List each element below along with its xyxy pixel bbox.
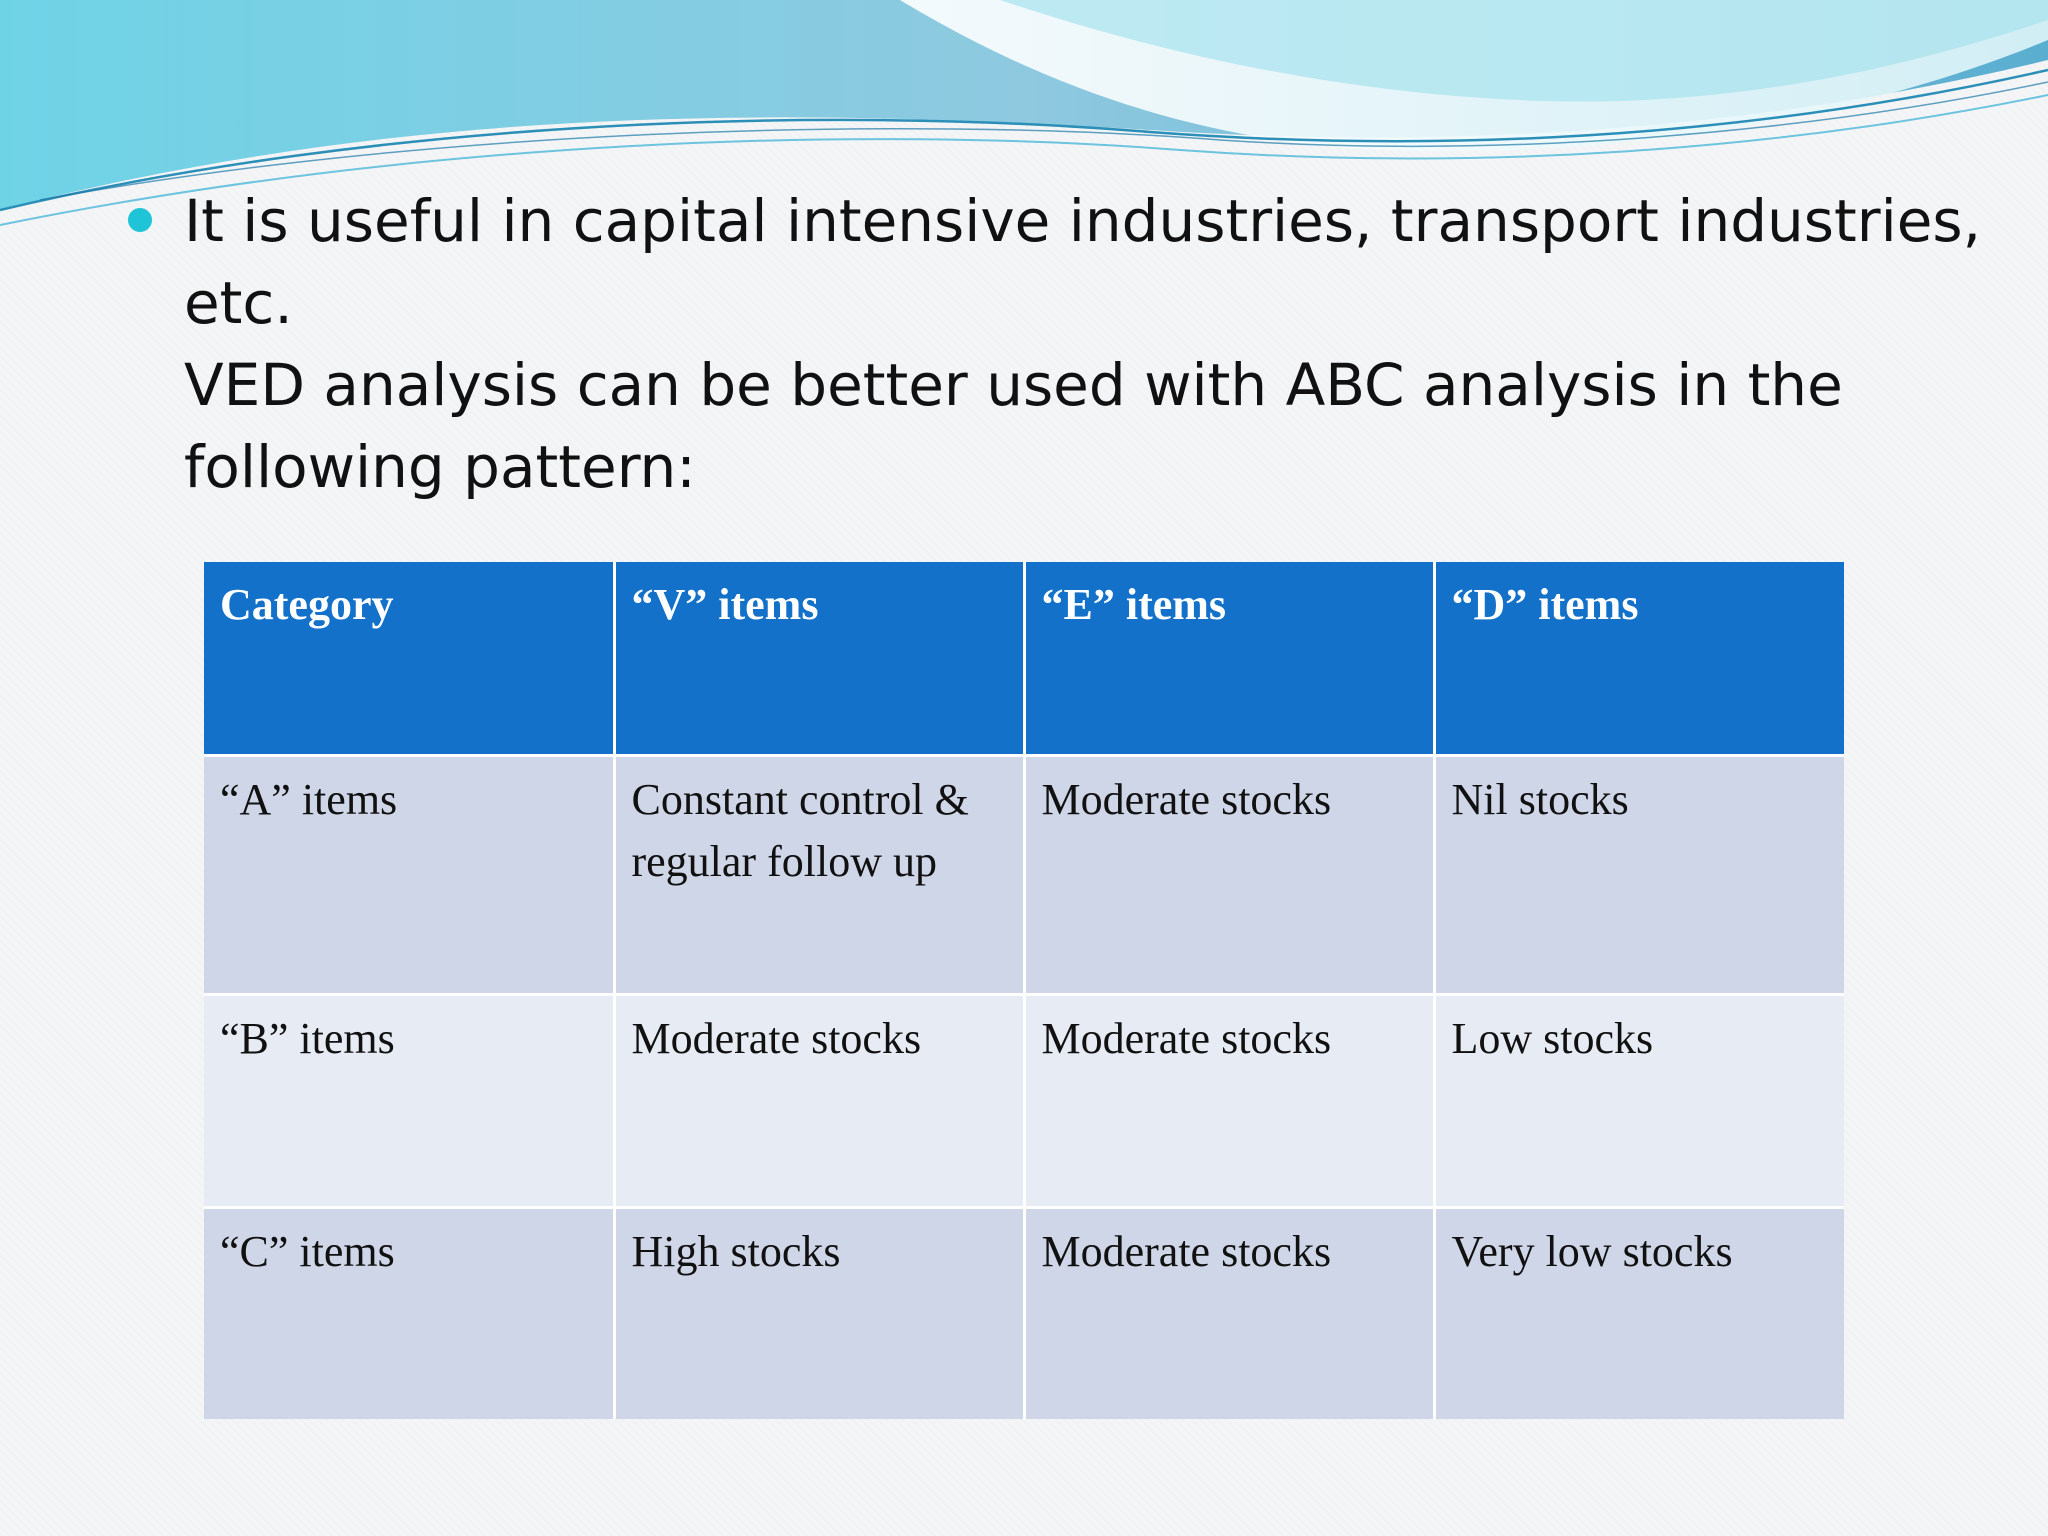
bullet-text-block: It is useful in capital intensive indust…: [184, 180, 1982, 508]
cell-e: Moderate stocks: [1022, 1206, 1436, 1419]
bullet-line-4: following pattern:: [184, 433, 696, 501]
cell-v: Moderate stocks: [612, 993, 1026, 1209]
cell-d: Nil stocks: [1432, 754, 1844, 996]
table-header-row: Category “V” items “E” items “D” items: [204, 562, 1844, 757]
table-row: “A” items Constant control & regular fol…: [204, 754, 1844, 996]
bullet-line-1: It is useful in capital intensive indust…: [184, 187, 1982, 255]
table-row: “B” items Moderate stocks Moderate stock…: [204, 993, 1844, 1209]
header-category: Category: [204, 562, 616, 757]
header-wave-decoration: [0, 0, 2048, 226]
ved-abc-table: Category “V” items “E” items “D” items “…: [204, 562, 1844, 1419]
ved-abc-table-container: Category “V” items “E” items “D” items “…: [204, 562, 1844, 1419]
cell-v: Constant control & regular follow up: [612, 754, 1026, 996]
header-e-items: “E” items: [1022, 562, 1436, 757]
cell-e: Moderate stocks: [1022, 754, 1436, 996]
header-v-items: “V” items: [612, 562, 1026, 757]
table-row: “C” items High stocks Moderate stocks Ve…: [204, 1206, 1844, 1419]
cell-d: Very low stocks: [1432, 1206, 1844, 1419]
cell-category: “C” items: [204, 1206, 616, 1419]
bullet-line-3: VED analysis can be better used with ABC…: [184, 351, 1843, 419]
header-d-items: “D” items: [1432, 562, 1844, 757]
cell-v: High stocks: [612, 1206, 1026, 1419]
bullet-line-2: etc.: [184, 269, 293, 337]
cell-category: “B” items: [204, 993, 616, 1209]
cell-d: Low stocks: [1432, 993, 1844, 1209]
cell-category: “A” items: [204, 754, 616, 996]
bullet-point-icon: [128, 208, 152, 232]
cell-e: Moderate stocks: [1022, 993, 1436, 1209]
